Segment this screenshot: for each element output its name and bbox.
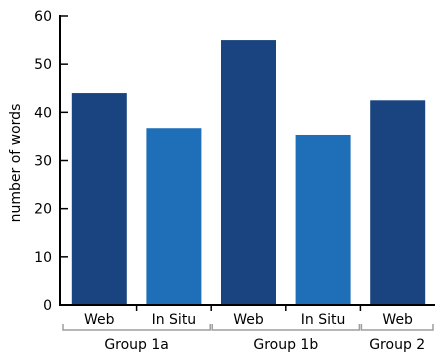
bar-2 bbox=[146, 128, 202, 305]
group-bracket-3 bbox=[360, 324, 434, 331]
x-tick-label-2: In Situ bbox=[152, 312, 197, 328]
x-tick-label-1: Web bbox=[84, 312, 115, 328]
x-tick-label-5: Web bbox=[382, 312, 413, 328]
bars-layer bbox=[71, 40, 426, 306]
y-tick-label-30: 30 bbox=[34, 154, 52, 170]
group-bracket-2 bbox=[211, 324, 361, 331]
y-axis: 0 10 20 30 40 50 60 bbox=[34, 9, 68, 314]
y-tick-label-60: 60 bbox=[34, 9, 52, 25]
bar-3 bbox=[221, 40, 276, 305]
y-tick-label-10: 10 bbox=[34, 250, 52, 266]
bar-5 bbox=[370, 100, 426, 306]
y-tick-label-0: 0 bbox=[43, 298, 52, 314]
y-tick-label-20: 20 bbox=[34, 202, 52, 218]
x-axis: Web In Situ Web In Situ Web bbox=[59, 304, 435, 328]
group-bracket-1 bbox=[62, 324, 211, 331]
group-label-3: Group 2 bbox=[369, 337, 425, 353]
bar-4 bbox=[295, 134, 351, 305]
y-tick-label-40: 40 bbox=[34, 105, 52, 121]
group-label-1: Group 1a bbox=[104, 337, 169, 353]
y-tick-label-50: 50 bbox=[34, 57, 52, 73]
group-label-2: Group 1b bbox=[253, 337, 318, 353]
bar-1 bbox=[71, 93, 127, 305]
x-tick-label-3: Web bbox=[233, 312, 264, 328]
group-brackets: Group 1a Group 1b Group 2 bbox=[62, 324, 434, 353]
y-axis-label: number of words bbox=[8, 104, 24, 223]
x-tick-label-4: In Situ bbox=[301, 312, 346, 328]
